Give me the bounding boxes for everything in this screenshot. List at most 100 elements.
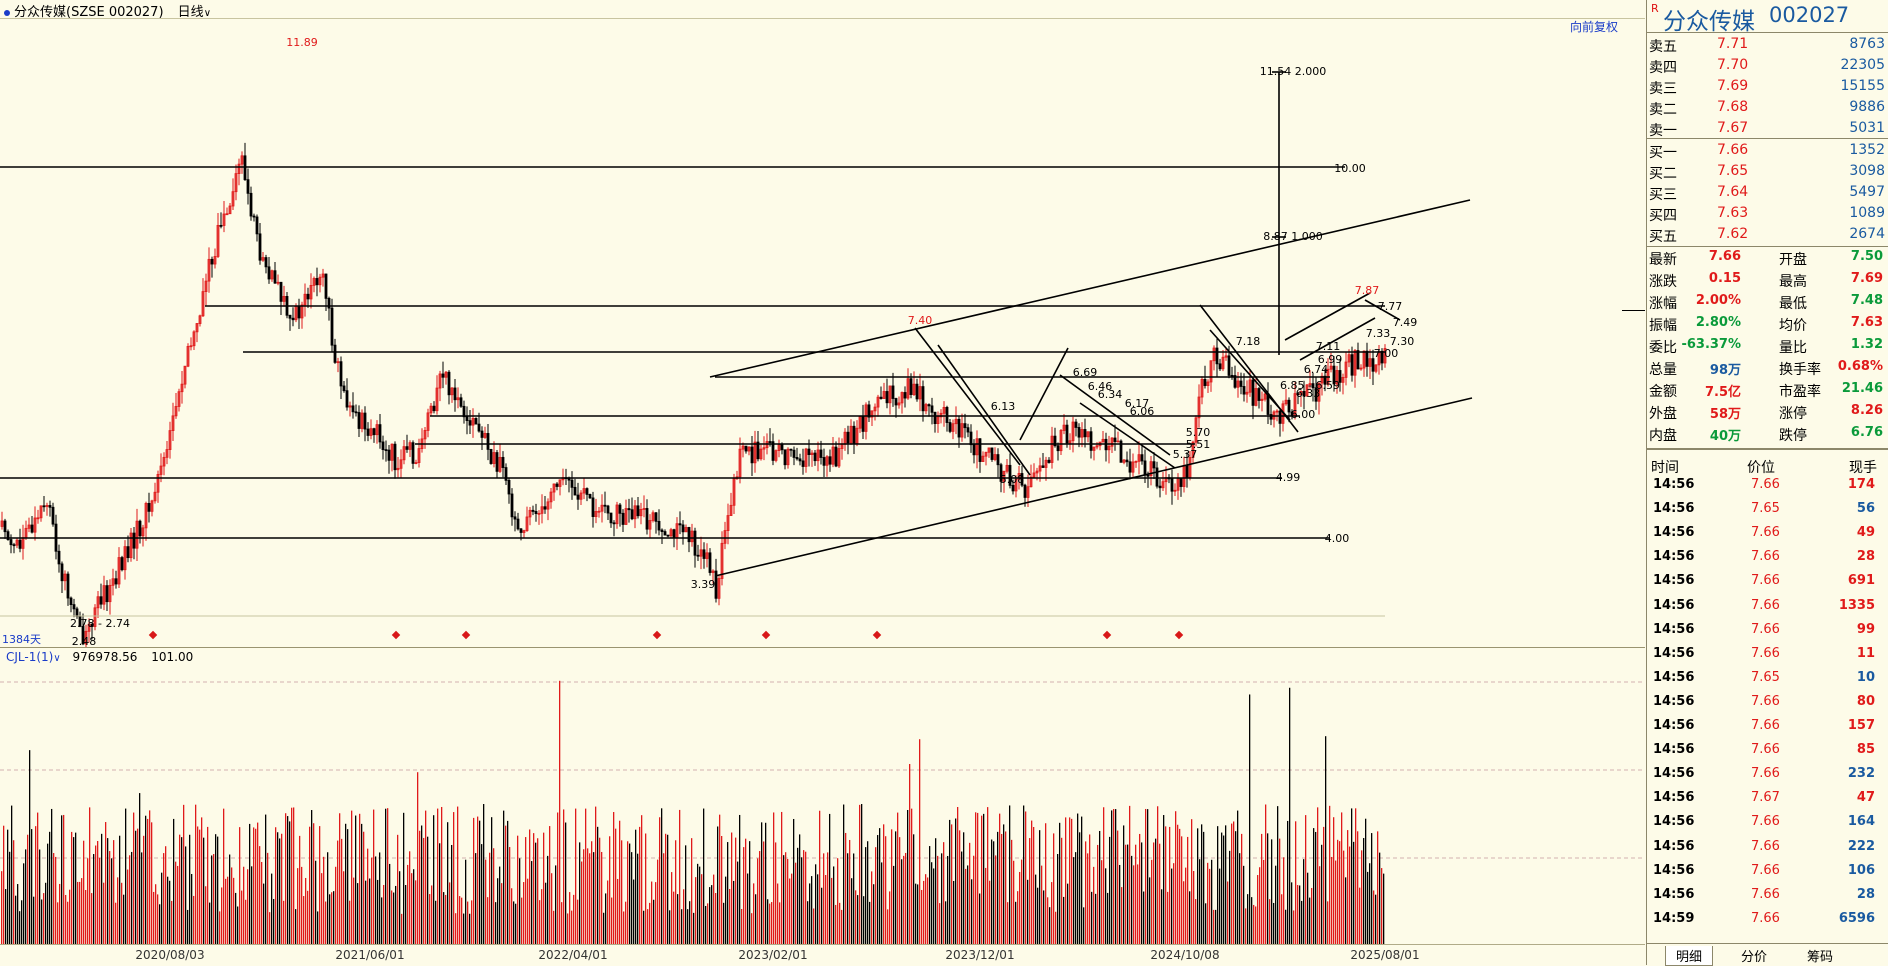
volume-bar	[913, 834, 915, 944]
volume-bar	[829, 813, 831, 944]
order-book-row[interactable]: 买二 7.65 3098	[1647, 161, 1888, 182]
tab-price-distribution[interactable]: 分价	[1741, 950, 1768, 965]
order-book-row[interactable]: 买一 7.66 1352	[1647, 140, 1888, 161]
volume-bar	[1379, 852, 1381, 944]
volume-bar	[241, 890, 243, 944]
volume-bar	[25, 849, 27, 944]
volume-chart[interactable]	[0, 648, 1645, 944]
tick-price: 7.66	[1751, 573, 1780, 589]
volume-bar	[279, 838, 281, 944]
candle-body	[1080, 429, 1084, 438]
volume-bar	[33, 896, 35, 944]
indicator-selector[interactable]: CJL-1(1)	[6, 650, 54, 664]
candle-body	[240, 155, 244, 165]
volume-bar	[499, 866, 501, 944]
chevron-down-icon[interactable]: ∨	[203, 8, 212, 19]
order-book-row[interactable]: 卖四 7.70 22305	[1647, 55, 1888, 76]
candle-body	[864, 404, 868, 432]
order-book-row[interactable]: 卖三 7.69 15155	[1647, 76, 1888, 97]
chart-title[interactable]: 分众传媒(SZSE 002027) 日线∨	[4, 1, 211, 20]
volume-bar	[69, 889, 71, 944]
candle-body	[399, 459, 403, 469]
volume-bar	[183, 804, 185, 944]
price-label: 6.34	[1098, 388, 1123, 401]
volume-bar	[1381, 868, 1383, 944]
candle-body	[603, 504, 607, 507]
volume-bar	[815, 864, 817, 944]
order-book-row[interactable]: 卖五 7.71 8763	[1647, 34, 1888, 55]
volume-bar	[99, 857, 101, 944]
volume-bar	[997, 831, 999, 944]
chevron-down-icon[interactable]: ∨	[53, 653, 61, 664]
volume-value: 976978.56	[72, 650, 138, 664]
volume-bar	[793, 818, 795, 944]
channel-lower	[714, 397, 1473, 577]
volume-bar	[1169, 826, 1171, 944]
volume-bar	[379, 852, 381, 944]
candle-body	[717, 578, 721, 599]
volume-bar	[1157, 806, 1159, 944]
volume-bar	[729, 888, 731, 944]
volume-bar	[987, 807, 989, 944]
volume-bar	[915, 883, 917, 944]
volume-bar	[937, 855, 939, 944]
panel-separator[interactable]	[0, 647, 1645, 648]
candle-body	[744, 445, 748, 452]
tab-chips[interactable]: 筹码	[1807, 950, 1834, 965]
volume-bar	[485, 859, 487, 944]
volume-bar	[285, 813, 287, 944]
order-price: 7.68	[1717, 99, 1749, 115]
tab-detail[interactable]: 明细	[1665, 946, 1714, 966]
candle-body	[1146, 474, 1150, 477]
volume-bar	[109, 851, 111, 944]
order-volume: 1352	[1849, 142, 1885, 158]
volume-bar	[85, 890, 87, 944]
volume-bar	[673, 891, 675, 944]
order-book-row[interactable]: 买四 7.63 1089	[1647, 203, 1888, 224]
candle-body	[957, 418, 961, 438]
quote-label: 换手率	[1779, 362, 1821, 378]
volume-bar	[649, 902, 651, 944]
candle-body	[774, 450, 778, 461]
candle-body	[354, 411, 358, 414]
volume-bar	[143, 835, 145, 944]
volume-bar	[179, 834, 181, 944]
price-label: 6.99	[1318, 353, 1343, 366]
price-chart[interactable]: 11.89 7.40 7.87 11.54 2.000 10.00 8.87 1.000 7…	[0, 18, 1645, 647]
price-cursor-tick	[1622, 310, 1645, 311]
volume-bar	[283, 900, 285, 944]
order-book-row[interactable]: 卖一 7.67 5031	[1647, 118, 1888, 139]
restore-mode-button[interactable]: 向前复权	[1570, 20, 1619, 34]
volume-bar	[881, 862, 883, 944]
period-selector[interactable]: 日线	[177, 5, 204, 20]
price-label: 10.00	[1334, 162, 1366, 175]
volume-bar	[489, 852, 491, 944]
candle-body	[663, 531, 667, 536]
volume-bar	[435, 900, 437, 944]
volume-bar	[733, 880, 735, 944]
volume-bar	[1305, 815, 1307, 944]
candle-body	[300, 304, 304, 319]
price-label: 6.06	[1130, 405, 1155, 418]
candle-body	[750, 446, 754, 464]
candle-body	[1299, 391, 1303, 396]
volume-bar	[381, 897, 383, 944]
order-book-row[interactable]: 买三 7.64 5497	[1647, 182, 1888, 203]
volume-bar	[955, 818, 957, 944]
quote-label: 委比	[1649, 340, 1677, 356]
volume-bar	[1017, 891, 1019, 944]
volume-bar	[23, 863, 25, 944]
volume-bar	[251, 866, 253, 944]
candle-body	[414, 462, 418, 465]
volume-bar	[319, 826, 321, 944]
volume-bar	[1131, 855, 1133, 944]
quote-value: 7.69	[1850, 271, 1883, 286]
volume-bar	[39, 849, 41, 944]
order-book-row[interactable]: 买五 7.62 2674	[1647, 224, 1888, 245]
tick-time: 14:56	[1653, 549, 1695, 565]
candle-body	[429, 405, 433, 414]
volume-bar	[747, 873, 749, 944]
order-book-row[interactable]: 卖二 7.68 9886	[1647, 97, 1888, 118]
candle-body	[1074, 421, 1078, 428]
volume-bar	[1119, 864, 1121, 944]
